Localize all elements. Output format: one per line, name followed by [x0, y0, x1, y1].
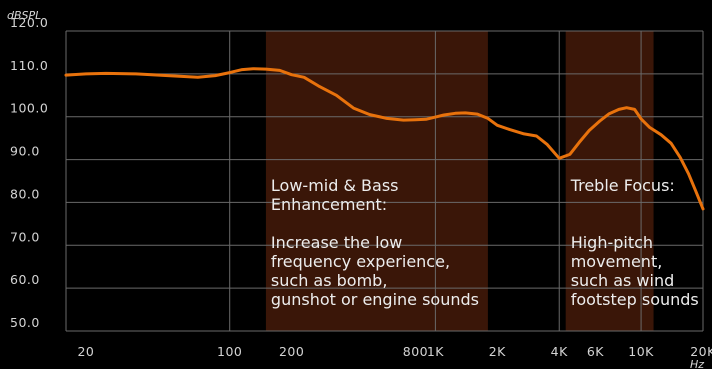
- annotation-heading-line: Treble Focus:: [570, 176, 675, 195]
- annotation-body-line: frequency experience,: [271, 252, 450, 271]
- y-tick-label: 110.0: [10, 58, 48, 73]
- y-tick-label: 120.0: [10, 15, 48, 30]
- x-tick-label: 200: [279, 344, 304, 359]
- x-tick-label: 800: [403, 344, 428, 359]
- highlight-bands: [265, 31, 654, 331]
- y-tick-label: 60.0: [10, 272, 40, 287]
- x-tick-label: 100: [217, 344, 242, 359]
- x-tick-label: 2K: [489, 344, 506, 359]
- y-tick-label: 90.0: [10, 144, 40, 159]
- y-tick-label: 100.0: [10, 101, 48, 116]
- x-tick-label: 10K: [628, 344, 654, 359]
- grid: [65, 30, 704, 332]
- annotation-heading-line: Enhancement:: [271, 195, 387, 214]
- x-tick-label: 4K: [551, 344, 568, 359]
- annotation-body-line: Increase the low: [271, 233, 402, 252]
- y-tick-label: 50.0: [10, 315, 40, 330]
- y-axis-label: dBSPL: [7, 9, 41, 22]
- annotation-body-line: footstep sounds: [571, 290, 699, 309]
- highlight-band-2: [565, 31, 654, 331]
- x-tick-label: 6K: [587, 344, 604, 359]
- series-line-1: [64, 67, 705, 211]
- annotation-body-line: such as wind: [571, 271, 675, 290]
- highlight-band-1: [265, 31, 488, 331]
- x-tick-label: 20: [77, 344, 94, 359]
- annotation-heading-line: Low-mid & Bass: [271, 176, 399, 195]
- annotation-body-line: such as bomb,: [271, 271, 388, 290]
- annotation-body-line: gunshot or engine sounds: [271, 290, 479, 309]
- x-tick-label: 20K: [690, 344, 712, 359]
- x-axis-unit: Hz: [690, 358, 704, 369]
- annotation-body-line: movement,: [571, 252, 663, 271]
- series-layer: [64, 67, 705, 211]
- x-tick-label: 1K: [427, 344, 444, 359]
- y-tick-label: 70.0: [10, 229, 40, 244]
- axis-ticks: 120.0 110.0 100.0 90.0 80.0 70.0 60.0 50.0 20 100…: [10, 15, 712, 359]
- y-tick-label: 80.0: [10, 186, 40, 201]
- annotation-body-line: High-pitch: [571, 233, 653, 252]
